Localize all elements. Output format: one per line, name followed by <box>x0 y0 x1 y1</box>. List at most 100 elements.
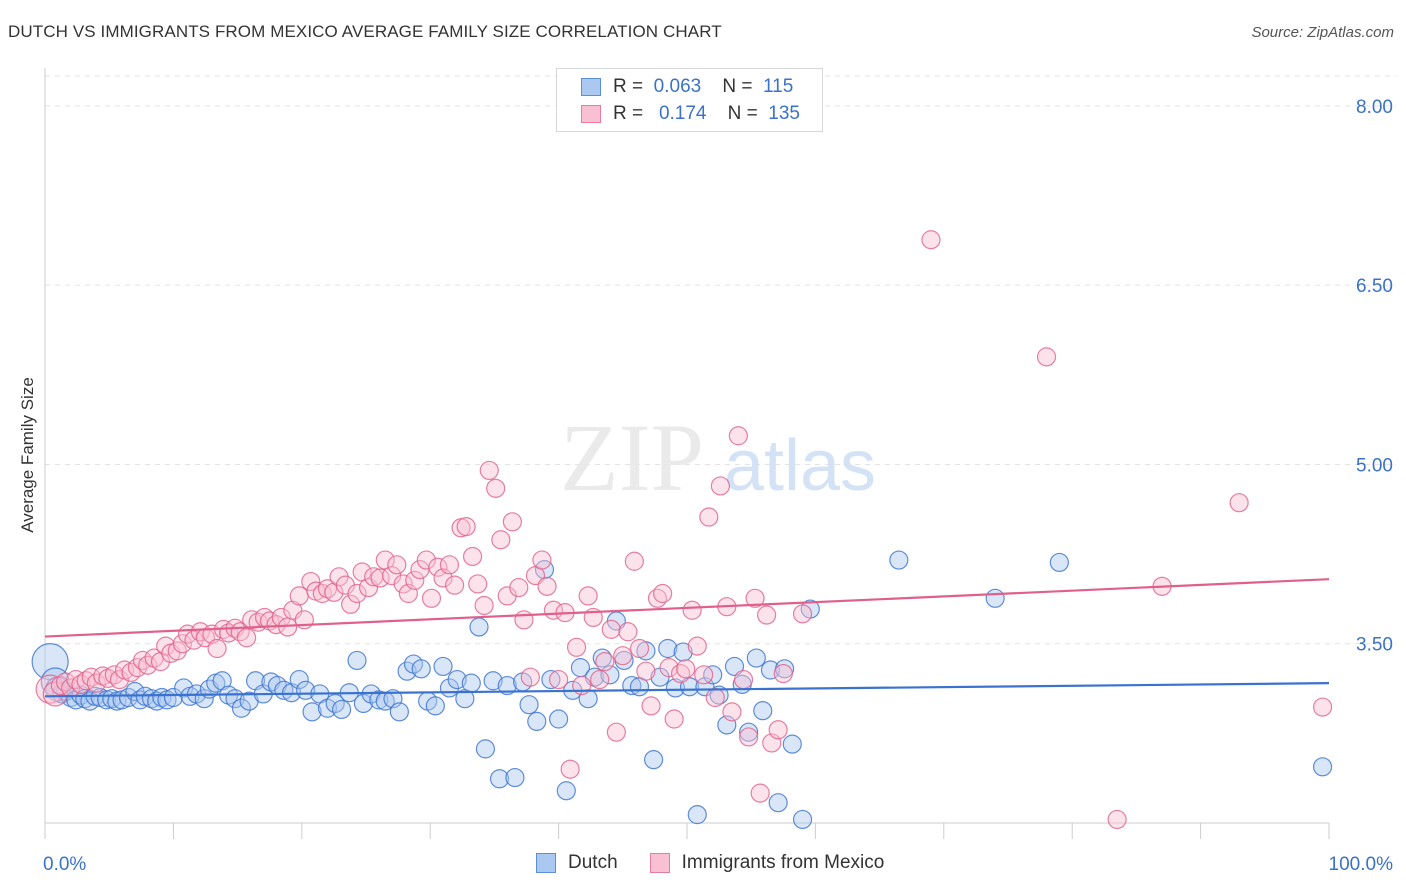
mexico-point <box>566 637 587 657</box>
mexico-point <box>190 622 210 642</box>
mexico-point <box>629 638 650 659</box>
legend-row-dutch: R = 0.063 N = 115 <box>581 76 793 98</box>
dutch-point <box>353 693 374 714</box>
dutch-point <box>212 671 232 691</box>
y-tick-label: 5.00 <box>1356 455 1393 476</box>
mexico-point <box>757 605 777 625</box>
dutch-point <box>332 699 352 720</box>
mexico-point <box>236 628 257 648</box>
mexico-point <box>745 588 765 608</box>
dutch-point <box>556 781 576 801</box>
mexico-point <box>207 638 227 659</box>
series-legend: Dutch Immigrants from Mexico <box>536 852 916 874</box>
legend-r-value: 0.063 <box>653 76 702 97</box>
watermark-atlas: atlas <box>724 426 876 506</box>
dutch-point <box>768 793 788 813</box>
mexico-point <box>641 696 661 716</box>
mexico-point <box>618 622 638 642</box>
mexico-point <box>590 669 610 690</box>
mexico-point <box>682 600 702 620</box>
legend-n-label: N = <box>722 76 753 97</box>
dutch-point <box>231 698 252 718</box>
mexico-point <box>687 636 707 656</box>
mexico-point <box>479 460 499 481</box>
x-tick-label-max: 100.0% <box>1329 854 1394 875</box>
mexico-point <box>387 555 407 575</box>
mexico-point <box>532 550 552 570</box>
watermark-zip: ZIP <box>560 404 704 511</box>
dutch-point <box>782 734 802 754</box>
dutch-point <box>665 678 686 698</box>
mexico-point <box>601 619 621 639</box>
mexico-point <box>613 646 633 666</box>
mexico-point <box>606 722 626 742</box>
series-label-dutch: Dutch <box>568 852 618 873</box>
dutch-point <box>489 769 510 789</box>
mexico-point <box>71 674 91 694</box>
mexico-point <box>739 727 759 747</box>
mexico-point <box>676 659 696 679</box>
mexico-trend-line <box>44 578 1330 638</box>
trend-lines <box>44 578 1330 698</box>
mexico-point <box>468 574 488 594</box>
dutch-point <box>687 805 707 825</box>
legend-r-label: R = <box>613 103 644 124</box>
dutch-point <box>447 669 467 690</box>
legend-swatch-dutch <box>581 78 601 96</box>
mexico-point <box>773 663 793 684</box>
dutch-point <box>102 689 122 709</box>
dutch-point <box>369 690 389 710</box>
mexico-point <box>474 595 494 616</box>
mexico-point <box>548 669 569 690</box>
dutch-point <box>433 656 453 677</box>
legend-n-value: 135 <box>768 103 800 124</box>
correlation-legend: R = 0.063 N = 115 R = 0.174 N = 135 <box>556 68 823 132</box>
series-legend-dutch: Dutch <box>536 852 618 874</box>
mexico-point <box>172 634 192 654</box>
dutch-point <box>679 677 700 697</box>
dutch-point <box>163 687 183 708</box>
mexico-point <box>722 702 742 722</box>
dutch-point <box>461 673 481 693</box>
mexico-point <box>347 583 367 604</box>
mexico-point <box>456 516 476 537</box>
mexico-point <box>694 665 714 685</box>
mexico-point <box>733 669 754 690</box>
mexico-point <box>921 230 941 250</box>
dutch-point <box>296 680 316 700</box>
mexico-point <box>444 575 465 595</box>
legend-row-mexico: R = 0.174 N = 135 <box>581 103 800 125</box>
mexico-point <box>486 478 506 498</box>
dutch-point <box>1312 757 1333 777</box>
mexico-point <box>705 687 725 708</box>
chart-source: Source: ZipAtlas.com <box>1251 24 1394 41</box>
dutch-point <box>1049 552 1069 573</box>
mexico-point <box>317 579 338 599</box>
axes <box>44 68 1330 839</box>
dutch-point <box>425 696 445 716</box>
mexico-point <box>416 550 436 570</box>
mexico-point <box>324 582 344 602</box>
dutch-point <box>592 648 612 668</box>
mexico-point <box>1229 493 1249 513</box>
mexico-point <box>86 673 106 693</box>
mexico-point <box>560 759 580 779</box>
x-tick-label-min: 0.0% <box>43 854 86 875</box>
tick-labels: 3.50 5.00 6.50 8.00 0.0% 100.0% <box>43 97 1393 875</box>
dutch-point <box>658 638 678 659</box>
mexico-point <box>699 507 719 527</box>
mexico-point <box>1312 697 1333 717</box>
dutch-point <box>644 750 664 770</box>
dutch-point <box>739 722 759 742</box>
mexico-point <box>520 667 540 687</box>
y-tick-label: 8.00 <box>1356 97 1393 118</box>
dutch-point <box>289 669 309 690</box>
dutch-point <box>985 588 1005 608</box>
mexico-point <box>636 661 656 681</box>
mexico-point <box>138 655 158 675</box>
dutch-point <box>469 617 489 637</box>
mexico-point <box>537 576 557 596</box>
dutch-point <box>389 702 409 722</box>
mexico-point <box>624 551 644 571</box>
